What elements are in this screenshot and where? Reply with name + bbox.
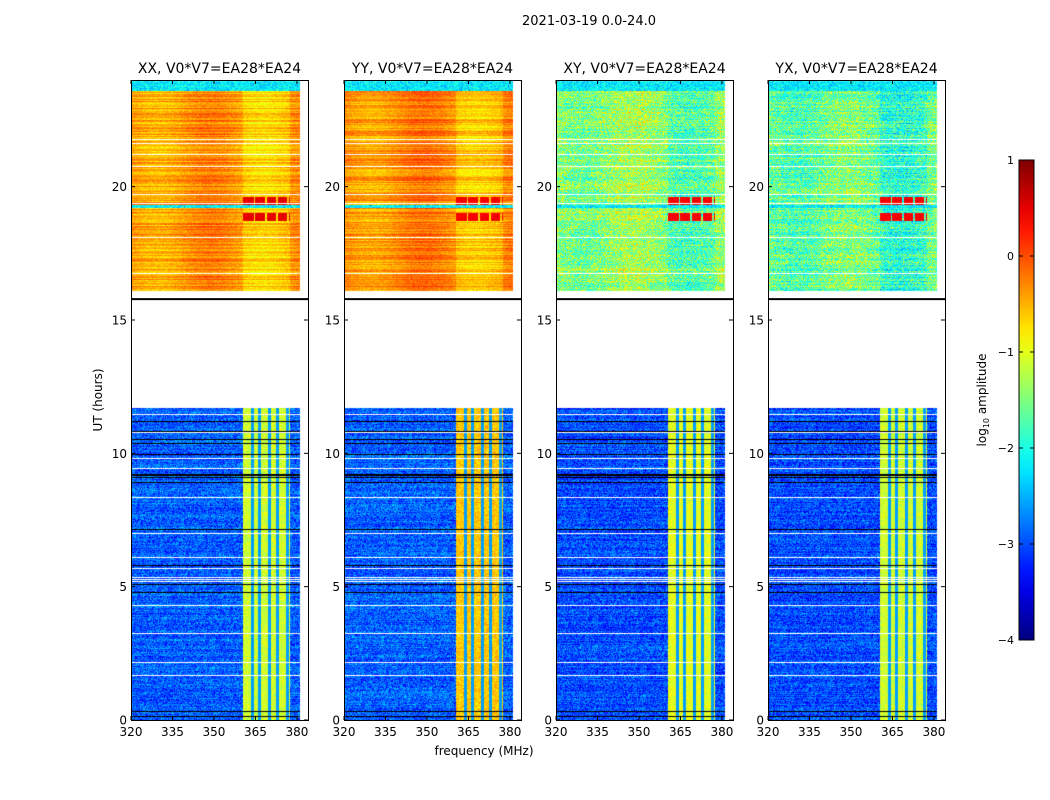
y-tick-label: 20 xyxy=(112,180,127,194)
y-tick-label: 5 xyxy=(544,580,552,594)
x-tick-label: 320 xyxy=(333,725,356,739)
colorbar-label-rest: amplitude xyxy=(975,354,989,418)
x-tick-label: 350 xyxy=(416,725,439,739)
figure-title: 2021-03-19 0.0-24.0 xyxy=(522,14,656,29)
colorbar-tick-label: −2 xyxy=(998,442,1014,455)
x-tick-label: 365 xyxy=(244,725,267,739)
x-tick-label: 335 xyxy=(798,725,821,739)
y-tick-label: 20 xyxy=(749,180,764,194)
colorbar-tick-label: −1 xyxy=(998,346,1014,359)
x-tick-label: 380 xyxy=(285,725,308,739)
y-tick-label: 15 xyxy=(325,314,340,328)
y-tick-label: 10 xyxy=(112,447,127,461)
x-tick-label: 350 xyxy=(628,725,651,739)
x-tick-label: 380 xyxy=(922,725,945,739)
x-tick-label: 320 xyxy=(757,725,780,739)
x-tick-label: 365 xyxy=(457,725,480,739)
y-axis-label: UT (hours) xyxy=(91,368,105,431)
subplot-2: YY, V0*V7=EA28*EA24 0 5 10 15 20 320 335 350 365 3… xyxy=(325,61,522,739)
x-axis-label: frequency (MHz) xyxy=(434,744,533,758)
heatmap-xx xyxy=(131,80,308,720)
x-tick-label: 350 xyxy=(203,725,226,739)
x-tick-label: 320 xyxy=(120,725,143,739)
y-tick-label: 15 xyxy=(749,314,764,328)
subplot-title: XY, V0*V7=EA28*EA24 xyxy=(563,61,725,77)
x-tick-label: 320 xyxy=(545,725,568,739)
colorbar-tick-label: 1 xyxy=(1007,154,1014,167)
y-tick-label: 10 xyxy=(325,447,340,461)
colorbar-tick-label: 0 xyxy=(1007,250,1014,263)
x-tick-label: 335 xyxy=(586,725,609,739)
y-tick-label: 20 xyxy=(537,180,552,194)
y-tick-label: 0 xyxy=(544,714,552,728)
colorbar-tick-label: −3 xyxy=(998,538,1014,551)
x-tick-label: 365 xyxy=(669,725,692,739)
y-tick-label: 5 xyxy=(119,580,127,594)
plot-frame xyxy=(768,80,946,721)
colorbar xyxy=(1018,159,1035,641)
x-tick-label: 380 xyxy=(710,725,733,739)
plot-frame xyxy=(131,80,309,721)
colorbar-label: log10 amplitude xyxy=(975,354,991,447)
y-tick-label: 20 xyxy=(325,180,340,194)
y-tick-label: 10 xyxy=(749,447,764,461)
colorbar-label-subscript: 10 xyxy=(982,418,991,428)
y-tick-label: 0 xyxy=(332,714,340,728)
x-tick-label: 335 xyxy=(374,725,397,739)
heatmap-xy xyxy=(556,80,733,720)
heatmap-yx xyxy=(768,80,945,720)
subplot-title: YY, V0*V7=EA28*EA24 xyxy=(351,61,513,77)
x-tick-label: 365 xyxy=(881,725,904,739)
y-tick-label: 5 xyxy=(756,580,764,594)
colorbar-tick-label: −4 xyxy=(998,634,1014,647)
x-tick-label: 380 xyxy=(498,725,521,739)
plot-frame xyxy=(556,80,734,721)
subplot-4: YX, V0*V7=EA28*EA24 0 5 10 15 20 320 335 350 365 3… xyxy=(749,61,946,739)
y-tick-label: 15 xyxy=(112,314,127,328)
y-tick-label: 0 xyxy=(756,714,764,728)
subplot-title: YX, V0*V7=EA28*EA24 xyxy=(774,61,937,77)
plot-frame xyxy=(344,80,522,721)
x-tick-label: 350 xyxy=(840,725,863,739)
y-tick-label: 10 xyxy=(537,447,552,461)
heatmap-yy xyxy=(344,80,521,720)
y-tick-label: 0 xyxy=(119,714,127,728)
subplot-3: XY, V0*V7=EA28*EA24 0 5 10 15 20 320 335 350 365 3… xyxy=(537,61,734,739)
y-tick-label: 5 xyxy=(332,580,340,594)
colorbar-label-main: log xyxy=(975,428,989,446)
x-tick-label: 335 xyxy=(161,725,184,739)
y-tick-label: 15 xyxy=(537,314,552,328)
subplot-title: XX, V0*V7=EA28*EA24 xyxy=(138,61,301,77)
subplot-1: XX, V0*V7=EA28*EA24 0 5 10 15 20 320 335 350 365 3… xyxy=(112,61,309,739)
